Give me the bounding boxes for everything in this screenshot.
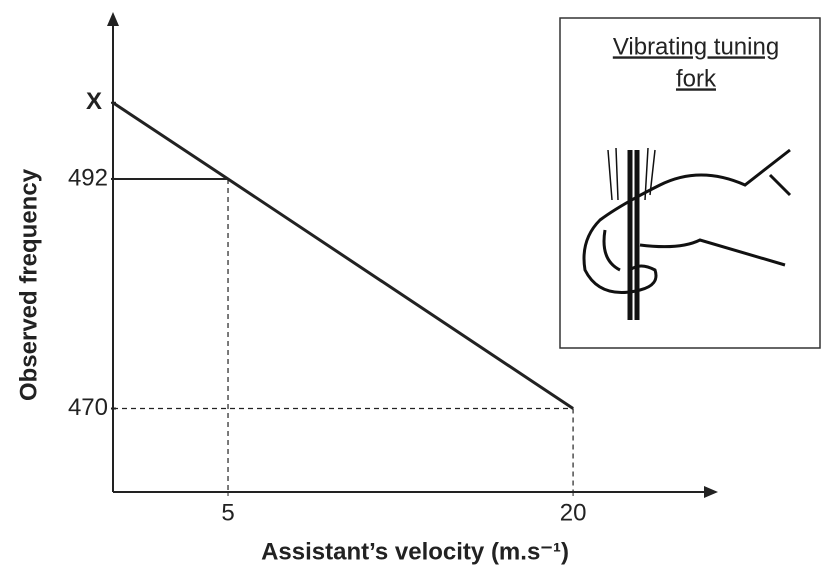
inset-label: fork xyxy=(676,65,717,92)
page: {"chart_data": {"type": "line", "x_label… xyxy=(0,0,822,576)
chart: Observed frequency Assistant’s velocity … xyxy=(0,0,822,571)
inset-label: Vibrating tuning xyxy=(613,33,779,60)
data-line xyxy=(113,103,573,409)
x-tick-label: 20 xyxy=(560,499,587,526)
y-tick-label: X xyxy=(86,88,102,115)
inset: Vibrating tuning fork xyxy=(560,18,820,348)
x-tick-label: 5 xyxy=(221,499,234,526)
y-axis-arrow xyxy=(107,12,119,26)
x-axis-label: Assistant’s velocity (m.s⁻¹) xyxy=(261,538,569,565)
y-tick-label: 470 xyxy=(68,394,108,421)
x-axis-arrow xyxy=(704,486,718,498)
y-tick-label: 492 xyxy=(68,164,108,191)
y-axis-label: Observed frequency xyxy=(15,168,42,401)
